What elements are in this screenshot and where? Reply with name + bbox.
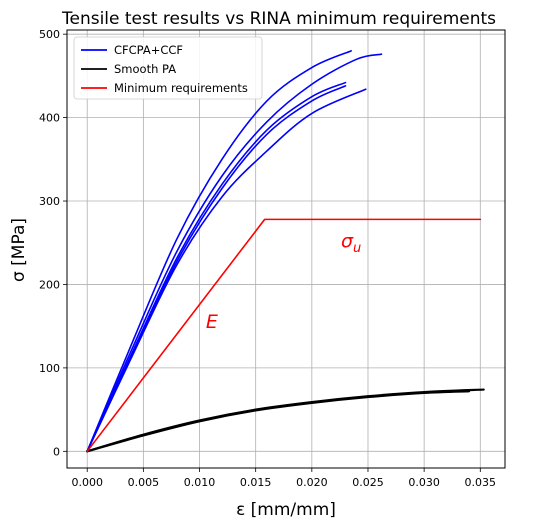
y-tick-label: 300 [39, 195, 60, 208]
y-tick-label: 0 [53, 445, 60, 458]
annotation-sigma-u: σu [341, 230, 361, 256]
x-tick-label: 0.015 [240, 476, 272, 489]
series-line-cfcpa-ccf [86, 53, 383, 453]
x-tick-label: 0.005 [128, 476, 160, 489]
x-axis-label: ε [mm/mm] [236, 500, 336, 520]
x-tick-label: 0.025 [352, 476, 384, 489]
x-tick-label: 0.035 [465, 476, 497, 489]
legend-entry-label: Smooth PA [114, 62, 176, 76]
series-line-cfcpa-ccf [86, 50, 352, 453]
x-tick-label: 0.000 [71, 476, 103, 489]
y-tick-label: 200 [39, 278, 60, 291]
plot-frame [66, 29, 506, 469]
x-tick-label: 0.010 [184, 476, 216, 489]
y-tick-label: 400 [39, 112, 60, 125]
y-tick-label: 500 [39, 28, 60, 41]
x-tick-label: 0.020 [296, 476, 328, 489]
series-lines [86, 50, 485, 453]
legend-entry-label: Minimum requirements [114, 81, 248, 95]
legend: CFCPA+CCF Smooth PA Minimum requirements [73, 36, 263, 100]
y-axis-label: σ [MPa] [9, 218, 29, 282]
legend-entry-label: CFCPA+CCF [114, 43, 183, 57]
annotations: Eσu [206, 230, 361, 333]
axis-ticks: 0.000 0.005 0.010 0.015 0.020 0.025 0.030 0.035… [39, 28, 496, 489]
series-line-minimum-requirements [86, 218, 482, 453]
legend-box [73, 36, 263, 100]
series-line-cfcpa-ccf [86, 85, 347, 453]
series-line-cfcpa-ccf [86, 88, 367, 453]
series-line-smooth-pa [86, 390, 471, 453]
x-tick-label: 0.030 [408, 476, 440, 489]
chart-title: Tensile test results vs RINA minimum req… [61, 9, 496, 29]
annotation-e: E [206, 311, 218, 333]
series-line-cfcpa-ccf [86, 81, 347, 453]
y-tick-label: 100 [39, 362, 60, 375]
